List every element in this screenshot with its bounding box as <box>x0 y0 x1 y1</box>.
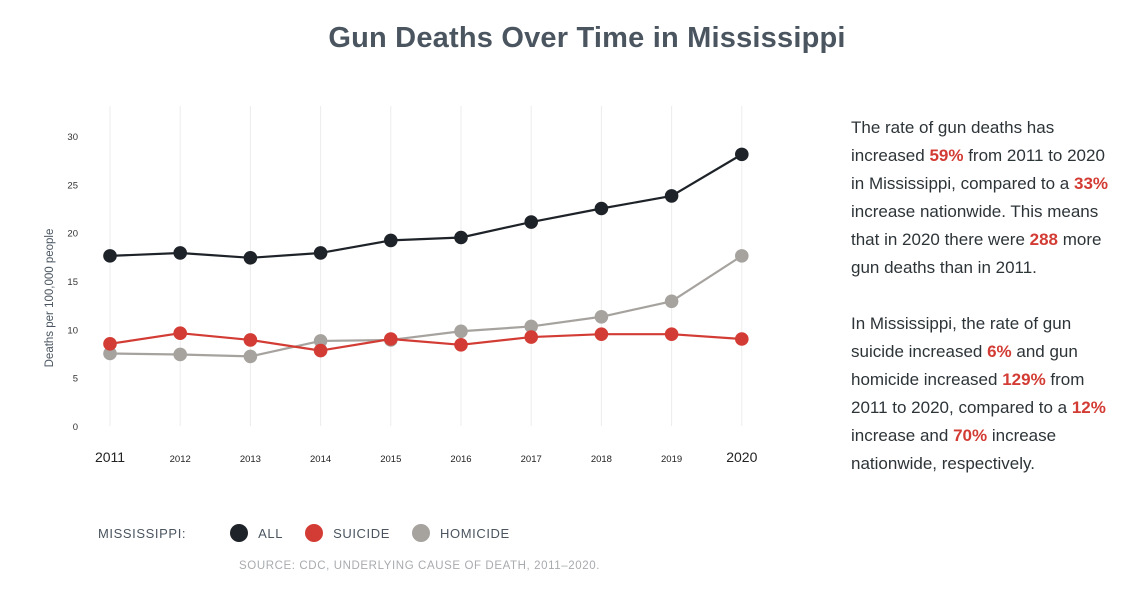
data-point-all <box>384 233 398 248</box>
summary-1-highlight: 33% <box>1073 174 1109 193</box>
y-axis-label: Deaths per 100,000 people <box>44 229 56 368</box>
y-tick-label: 10 <box>67 325 78 336</box>
x-tick-label: 2016 <box>450 454 471 465</box>
summary-2-highlight: 129% <box>1002 370 1046 389</box>
data-point-homicide <box>454 324 468 339</box>
legend-marker-homicide <box>412 524 430 542</box>
x-tick-label: 2012 <box>170 454 191 465</box>
x-tick-label: 2014 <box>310 454 331 465</box>
x-tick-label: 2019 <box>661 454 682 465</box>
legend-label-all: ALL <box>258 525 284 541</box>
summary-1-text: more gun deaths than in 2011. <box>851 230 1102 277</box>
summary-paragraph-2: In Mississippi, the rate of gun suicide … <box>851 310 1121 478</box>
summary-2-text: increase nationwide, respectively. <box>851 426 1057 473</box>
data-point-homicide <box>243 349 258 364</box>
summary-2-text: increase and <box>851 426 954 445</box>
legend-title: MISSISSIPPI: <box>98 525 187 541</box>
data-point-suicide <box>664 327 679 341</box>
data-point-all <box>664 189 679 203</box>
summary-1-text: The rate of gun deaths has increased <box>851 118 1055 165</box>
legend-item-all: ALL <box>230 524 283 542</box>
legend-marker-all <box>230 524 249 542</box>
data-point-homicide <box>103 346 117 361</box>
series-line-all <box>109 153 743 259</box>
data-point-all <box>454 230 468 245</box>
data-point-homicide <box>594 309 609 324</box>
summary-1-text: increase nationwide. This means that in … <box>851 202 1099 249</box>
data-point-homicide <box>173 347 187 362</box>
summary-1-highlight: 59% <box>929 146 964 165</box>
data-point-suicide <box>594 327 609 341</box>
data-point-all <box>243 251 258 265</box>
chart-title: Gun Deaths Over Time in Mississippi <box>328 22 846 54</box>
data-point-suicide <box>313 343 328 358</box>
legend-marker-suicide <box>305 524 324 542</box>
data-point-homicide <box>664 294 679 309</box>
summary-2-highlight: 70% <box>953 426 988 445</box>
summary-2-highlight: 12% <box>1071 398 1106 417</box>
legend-label-suicide: SUICIDE <box>333 525 390 541</box>
data-point-all <box>735 147 749 162</box>
data-point-suicide <box>524 330 538 344</box>
y-tick-label: 15 <box>67 277 78 288</box>
y-tick-label: 0 <box>73 422 78 433</box>
summary-1-highlight: 288 <box>1029 230 1058 249</box>
data-point-all <box>173 246 187 260</box>
summary-2-text: from 2011 to 2020, compared to a <box>851 370 1085 417</box>
summary-paragraph-1: The rate of gun deaths has increased 59%… <box>851 114 1121 282</box>
summary-2-text: In Mississippi, the rate of gun suicide … <box>851 314 1072 361</box>
data-point-all <box>103 249 117 263</box>
series-line-suicide <box>109 332 742 352</box>
data-point-suicide <box>103 337 117 351</box>
y-tick-label: 30 <box>67 132 78 143</box>
y-tick-label: 20 <box>67 229 78 240</box>
x-tick-label: 2020 <box>726 449 757 465</box>
x-tick-label: 2018 <box>591 454 612 465</box>
data-point-suicide <box>454 338 468 352</box>
x-tick-label: 2013 <box>240 454 261 465</box>
line-chart: 0 5 10 15 20 25 30 Deaths per 100,000 people 201… <box>44 106 758 465</box>
data-point-suicide <box>384 332 398 346</box>
data-point-suicide <box>173 326 187 340</box>
y-tick-label: 25 <box>67 180 78 191</box>
data-point-suicide <box>243 333 258 347</box>
x-tick-label: 2015 <box>380 454 401 465</box>
data-point-suicide <box>735 332 749 346</box>
legend-item-homicide: HOMICIDE <box>412 524 510 542</box>
x-tick-label: 2011 <box>95 449 125 465</box>
legend-label-homicide: HOMICIDE <box>440 525 510 541</box>
x-tick-label: 2017 <box>521 454 542 465</box>
summary-2-highlight: 6% <box>987 342 1012 361</box>
series-line-homicide <box>109 254 743 358</box>
legend-item-suicide: SUICIDE <box>305 524 390 542</box>
summary-1-text: from 2011 to 2020 in Mississippi, compar… <box>851 146 1105 193</box>
legend: MISSISSIPPI: ALL SUICIDE HOMICIDE <box>98 520 532 546</box>
summary-text: The rate of gun deaths has increased 59%… <box>851 114 1121 478</box>
data-point-homicide <box>524 319 538 334</box>
source-note: SOURCE: CDC, UNDERLYING CAUSE OF DEATH, … <box>239 560 601 572</box>
summary-2-text: and gun homicide increased <box>851 342 1078 389</box>
data-point-all <box>313 246 328 260</box>
y-tick-label: 5 <box>73 374 78 385</box>
data-point-homicide <box>735 249 749 263</box>
data-point-all <box>594 201 609 216</box>
data-point-all <box>524 215 538 229</box>
data-point-homicide <box>313 334 328 348</box>
